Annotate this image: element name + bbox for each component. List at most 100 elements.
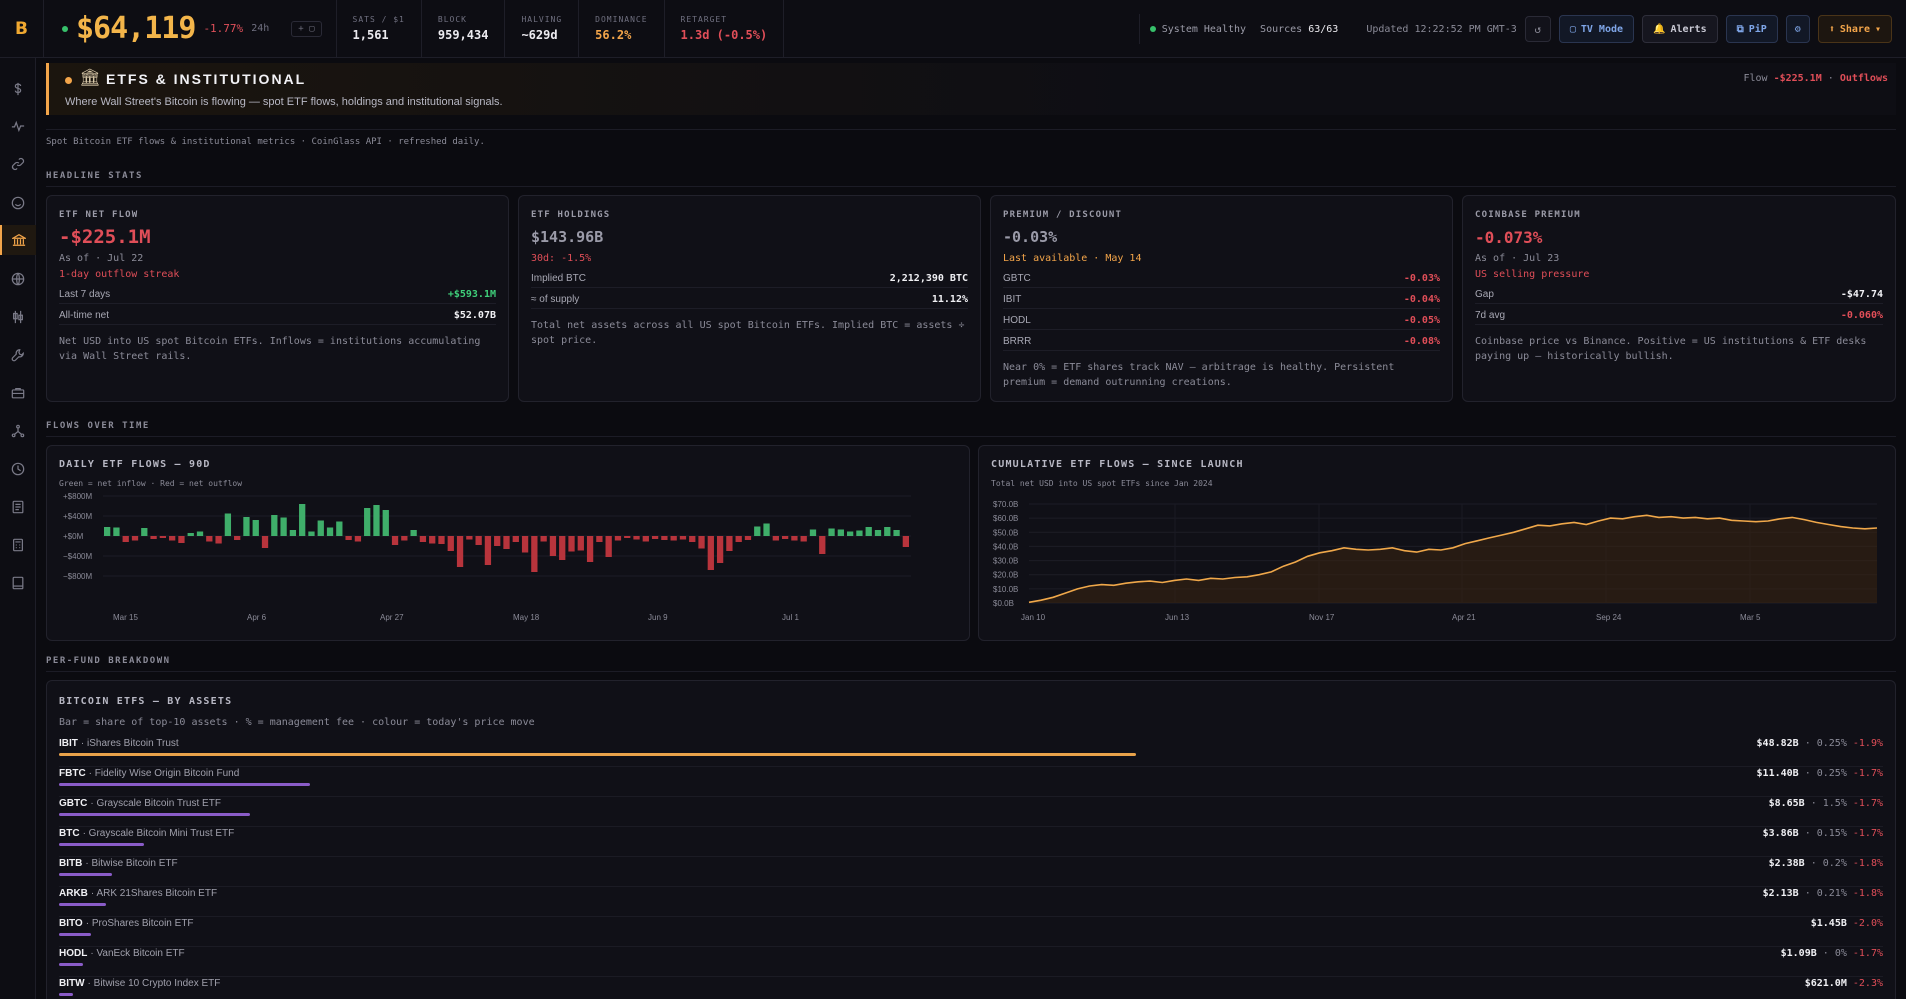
fund-ticker: BTC bbox=[59, 828, 80, 839]
alerts-button[interactable]: 🔔 Alerts bbox=[1642, 15, 1718, 43]
calculator-icon[interactable] bbox=[0, 530, 36, 560]
fund-row-btc[interactable]: BTC · Grayscale Bitcoin Mini Trust ETF $3.… bbox=[59, 827, 1883, 857]
flow-value: -$225.1M bbox=[1773, 73, 1822, 84]
outflow-bar bbox=[131, 536, 139, 541]
fund-fullname: iShares Bitcoin Trust bbox=[87, 738, 179, 749]
x-tick-label: Mar 15 bbox=[113, 613, 138, 622]
fund-row-bitb[interactable]: BITB · Bitwise Bitcoin ETF $2.38B · 0.2% -… bbox=[59, 857, 1883, 887]
inflow-bar bbox=[382, 510, 389, 536]
price-change-label: 24h bbox=[251, 23, 270, 34]
stat-value: 56.2% bbox=[595, 28, 632, 42]
x-tick-label: Jul 1 bbox=[782, 613, 799, 622]
page-header: 🏛 ETFS & INSTITUTIONAL Where Wall Street… bbox=[46, 63, 1896, 115]
fund-row-gbtc[interactable]: GBTC · Grayscale Bitcoin Trust ETF $8.65B … bbox=[59, 797, 1883, 827]
fund-row-bito[interactable]: BITO · ProShares Bitcoin ETF $1.45B -2.0% bbox=[59, 917, 1883, 947]
outflow-bar bbox=[614, 536, 622, 541]
bank-emoji-icon: 🏛 bbox=[79, 68, 101, 88]
fund-name: HODL · VanEck Bitcoin ETF bbox=[59, 948, 185, 959]
chart-subtitle: Total net USD into US spot ETFs since Ja… bbox=[991, 479, 1213, 488]
coinbase-state: US selling pressure bbox=[1475, 269, 1590, 280]
card-etf-net-flow: ETF NET FLOW -$225.1M As of · Jul 22 1-d… bbox=[46, 195, 509, 402]
coinbase-premium-value: -0.073% bbox=[1475, 228, 1543, 247]
inflow-bar bbox=[326, 527, 334, 536]
fund-share-bar bbox=[59, 753, 1136, 756]
fund-sep: · bbox=[90, 888, 97, 899]
fund-row-ibit[interactable]: IBIT · iShares Bitcoin Trust $48.82B · 0.2… bbox=[59, 737, 1883, 767]
tv-icon: ▢ bbox=[1569, 23, 1576, 35]
briefcase-icon[interactable] bbox=[0, 378, 36, 408]
pip-icon: ⧉ bbox=[1736, 23, 1744, 35]
row-label: IBIT bbox=[1003, 294, 1022, 305]
x-tick-label: Nov 17 bbox=[1309, 613, 1335, 622]
row-value: -0.04% bbox=[1403, 294, 1440, 305]
section-per-fund: PER-FUND BREAKDOWN bbox=[46, 656, 171, 666]
outflow-bar bbox=[401, 536, 408, 541]
tv-mode-button[interactable]: ▢ TV Mode bbox=[1558, 15, 1635, 43]
row-label: GBTC bbox=[1003, 273, 1031, 284]
network-icon[interactable] bbox=[0, 416, 36, 446]
bitcoin-logo[interactable]: B bbox=[0, 0, 44, 58]
book-icon[interactable] bbox=[0, 492, 36, 522]
outflow-bar bbox=[651, 536, 659, 539]
fund-sep: · bbox=[90, 798, 97, 809]
y-tick-label: +$0M bbox=[63, 532, 84, 541]
wrench-icon[interactable] bbox=[0, 340, 36, 370]
outflow-bar bbox=[698, 536, 705, 549]
outflow-bar bbox=[781, 536, 789, 539]
fund-price-move: -1.9% bbox=[1852, 738, 1883, 749]
dollar-icon[interactable] bbox=[0, 74, 36, 104]
pip-label: PiP bbox=[1748, 23, 1767, 35]
fund-price-move: -2.0% bbox=[1852, 918, 1883, 929]
fund-fullname: Grayscale Bitcoin Mini Trust ETF bbox=[88, 828, 235, 839]
y-tick-label: $20.0B bbox=[993, 571, 1018, 580]
stat-value: ~629d bbox=[521, 28, 558, 42]
y-tick-label: −$800M bbox=[63, 572, 92, 581]
link-icon[interactable] bbox=[0, 149, 36, 179]
x-tick-label: Jun 13 bbox=[1165, 613, 1190, 622]
price-block: $64,119 -1.77% 24h + ▢ bbox=[44, 0, 337, 58]
stat-0: SATS / $1 1,561 bbox=[337, 0, 422, 58]
flow-summary: Flow -$225.1M · Outflows bbox=[1743, 73, 1888, 84]
fund-row-fbtc[interactable]: FBTC · Fidelity Wise Origin Bitcoin Fund $… bbox=[59, 767, 1883, 797]
bank-icon[interactable] bbox=[0, 225, 36, 255]
pulse-icon[interactable] bbox=[0, 111, 36, 141]
outflow-bar bbox=[772, 536, 779, 541]
fund-name: FBTC · Fidelity Wise Origin Bitcoin Fund bbox=[59, 768, 239, 779]
clock-icon[interactable] bbox=[0, 454, 36, 484]
inflow-bar bbox=[837, 529, 844, 536]
row-value: +$593.1M bbox=[447, 289, 496, 300]
fund-share-bar bbox=[59, 903, 107, 906]
flow-sep: · bbox=[1827, 73, 1834, 84]
outflow-bar bbox=[150, 536, 157, 539]
fund-stats: $8.65B · 1.5% -1.7% bbox=[1769, 798, 1883, 809]
fund-row-hodl[interactable]: HODL · VanEck Bitcoin ETF $1.09B · 0% -1.7… bbox=[59, 947, 1883, 977]
row-value: -0.08% bbox=[1403, 336, 1440, 347]
y-tick-label: +$800M bbox=[63, 492, 92, 501]
candles-icon[interactable] bbox=[0, 302, 36, 332]
pip-button[interactable]: ⧉ PiP bbox=[1725, 15, 1778, 43]
refresh-button[interactable]: ↺ bbox=[1524, 16, 1551, 42]
price-options-button[interactable]: + ▢ bbox=[291, 20, 322, 37]
fund-fullname: Bitwise Bitcoin ETF bbox=[91, 858, 178, 869]
smile-icon[interactable] bbox=[0, 188, 36, 218]
stat-value: 959,434 bbox=[437, 28, 489, 42]
fund-ticker: BITB bbox=[59, 858, 83, 869]
outflow-bar bbox=[531, 536, 538, 572]
fund-row-arkb[interactable]: ARKB · ARK 21Shares Bitcoin ETF $2.13B · 0… bbox=[59, 887, 1883, 917]
fund-sep: · bbox=[80, 738, 87, 749]
globe-icon[interactable] bbox=[0, 264, 36, 294]
top-bar: B $64,119 -1.77% 24h + ▢ SATS / $1 1,561 B… bbox=[0, 0, 1906, 58]
holdings-description: Total net assets across all US spot Bitc… bbox=[531, 320, 965, 346]
fund-sep: · bbox=[85, 858, 92, 869]
fund-stats: $1.09B · 0% -1.7% bbox=[1781, 948, 1883, 959]
fund-name: IBIT · iShares Bitcoin Trust bbox=[59, 738, 179, 749]
stat-1: BLOCK 959,434 bbox=[422, 0, 506, 58]
fund-row-bitw[interactable]: BITW · Bitwise 10 Crypto Index ETF $621.0M… bbox=[59, 977, 1883, 999]
fund-share-bar bbox=[59, 783, 310, 786]
share-button[interactable]: ⬆ Share ▾ bbox=[1817, 15, 1892, 43]
settings-button[interactable]: ⚙ bbox=[1785, 15, 1810, 43]
inflow-bar bbox=[113, 527, 120, 536]
net-flow-row-alltime: All-time net $52.07B bbox=[59, 307, 496, 325]
notebook-icon[interactable] bbox=[0, 568, 36, 598]
fund-sep: · bbox=[1804, 858, 1823, 869]
